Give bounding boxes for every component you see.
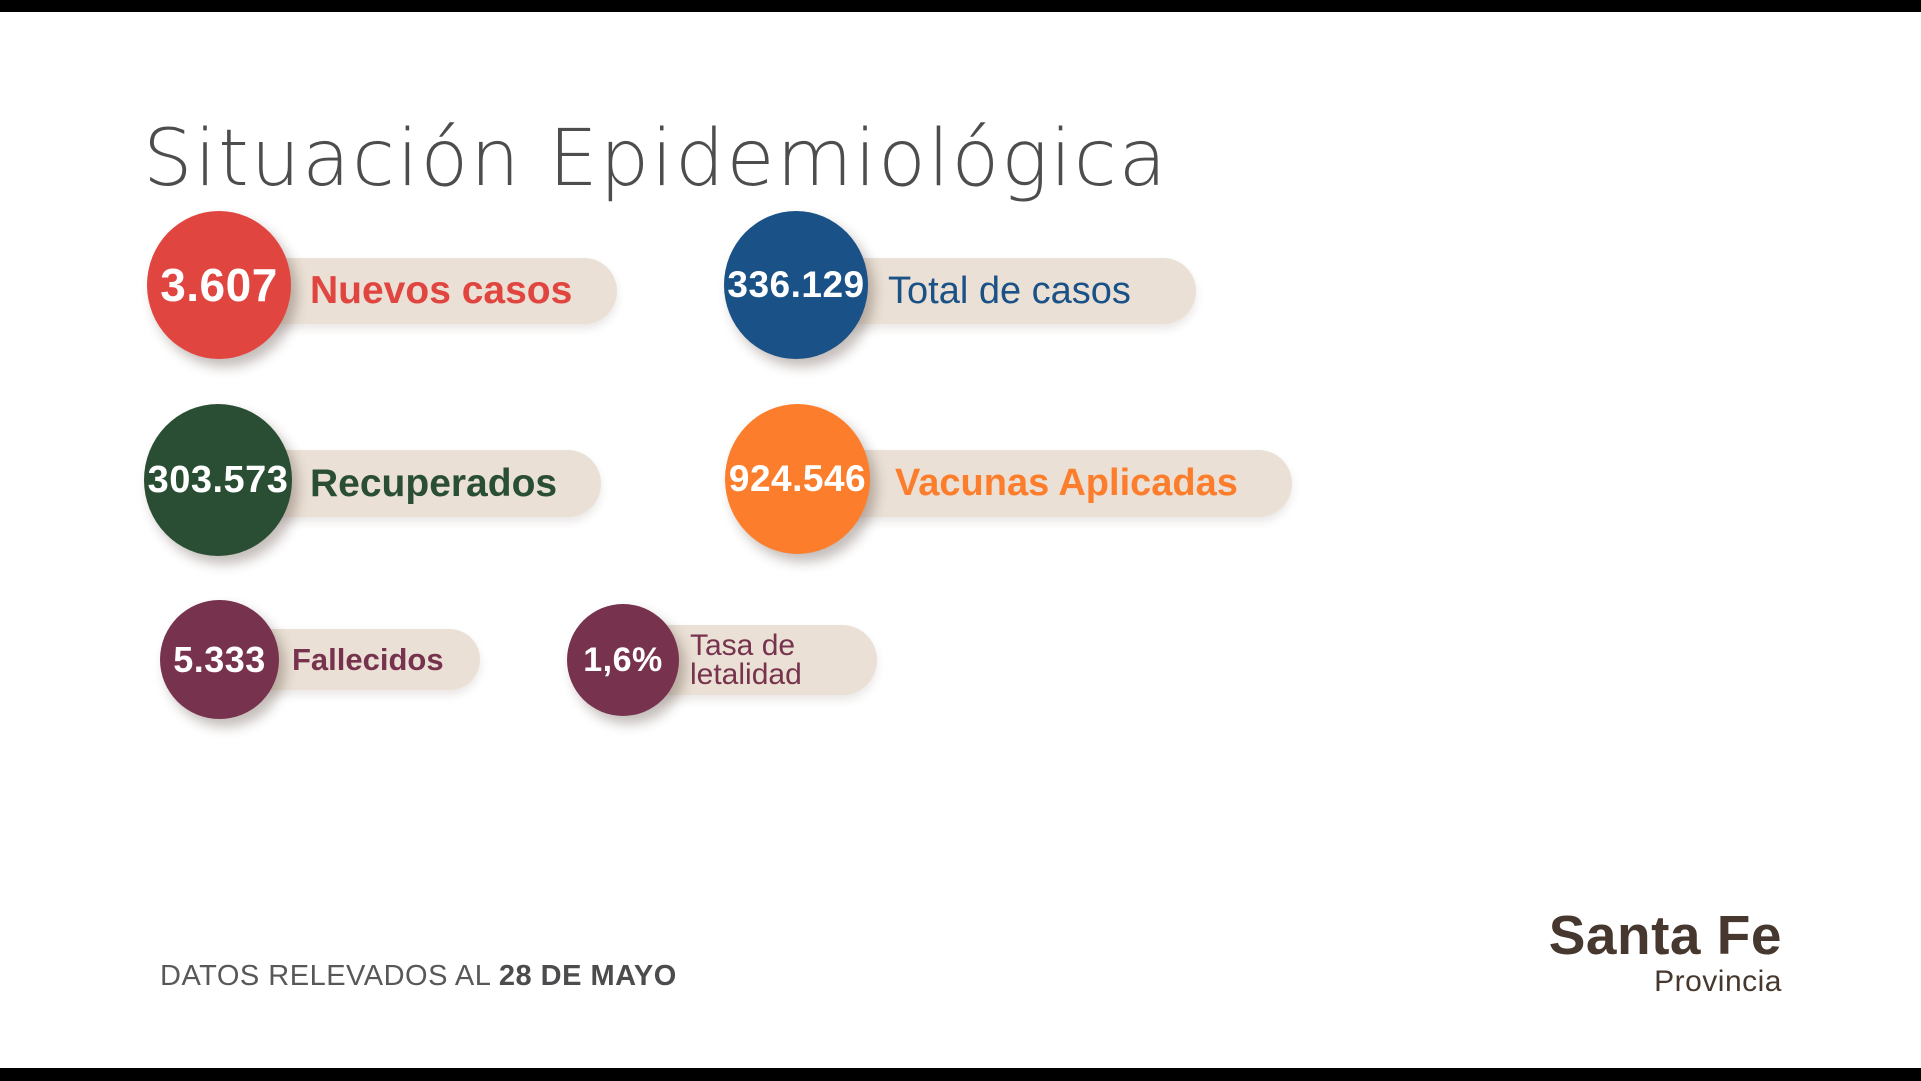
stat-circle: 336.129 xyxy=(724,211,868,359)
stat-card-fallecidos: Fallecidos 5.333 xyxy=(160,600,490,720)
stat-value: 1,6% xyxy=(583,640,663,679)
stat-card-vacunas-aplicadas: Vacunas Aplicadas 924.546 xyxy=(725,404,1295,556)
stat-label: Recuperados xyxy=(310,461,558,505)
stat-circle: 3.607 xyxy=(147,211,291,359)
stat-label: Nuevos casos xyxy=(310,269,573,312)
stat-pill: Vacunas Aplicadas xyxy=(797,450,1292,517)
stat-circle: 924.546 xyxy=(725,404,870,554)
stat-card-recuperados: Recuperados 303.573 xyxy=(144,404,604,558)
stat-value: 3.607 xyxy=(160,259,278,311)
letterbox-top xyxy=(0,0,1921,12)
stat-card-total-de-casos: Total de casos 336.129 xyxy=(724,211,1199,361)
stat-label: Fallecidos xyxy=(292,641,444,677)
stat-value: 336.129 xyxy=(727,264,865,305)
footer-note: DATOS RELEVADOS AL 28 DE MAYO xyxy=(160,960,677,993)
stat-value: 5.333 xyxy=(173,638,266,680)
stat-label: Total de casos xyxy=(888,269,1131,312)
stat-card-nuevos-casos: Nuevos casos 3.607 xyxy=(147,211,617,361)
stat-value: 924.546 xyxy=(728,458,867,499)
page-title: Situación Epidemiológica xyxy=(143,114,1169,205)
footer-note-prefix: DATOS RELEVADOS AL xyxy=(160,960,499,992)
stat-value: 303.573 xyxy=(147,458,289,501)
footer-note-date: 28 DE MAYO xyxy=(498,960,677,992)
letterbox-bottom xyxy=(0,1068,1921,1081)
logo-subtitle: Provincia xyxy=(1654,965,1782,998)
stat-label: Vacunas Aplicadas xyxy=(895,462,1238,504)
stat-card-tasa-de-letalidad: Tasa de letalidad 1,6% xyxy=(567,604,882,719)
stat-circle: 5.333 xyxy=(160,600,279,719)
stat-circle: 1,6% xyxy=(567,604,679,716)
logo-title: Santa Fe xyxy=(1548,904,1782,966)
santafe-provincia-logo: Santa Fe Provincia xyxy=(1549,908,1782,999)
stat-label: Tasa de letalidad xyxy=(690,628,802,691)
stat-circle: 303.573 xyxy=(144,404,292,556)
